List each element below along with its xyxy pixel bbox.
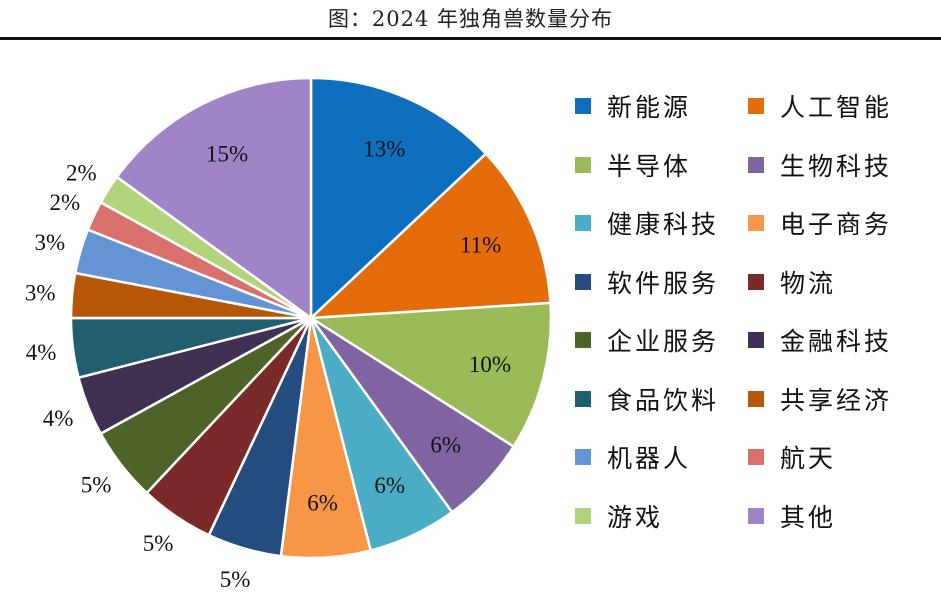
slice-label-12: 3% [34,230,65,255]
pie-slice-2 [307,301,553,449]
legend-swatch [575,98,591,114]
legend-swatch [748,507,764,524]
legend-swatch [575,449,591,465]
pie-slice-1 [307,151,552,320]
legend-label: 游戏 [607,502,664,532]
legend-item: 人工智能 [748,91,893,122]
legend-label: 生物科技 [780,151,893,181]
legend-swatch [575,273,591,290]
slice-label-13: 2% [50,190,81,215]
legend-item: 健康科技 [575,208,720,239]
legend-item: 半导体 [575,150,692,181]
pie-chart: 13% 11% 10% 6% 6% 6% 5% 5% 5% 4% 4% 3% 3% 2% 2% 15% [25,76,553,592]
legend-swatch [575,507,591,524]
title-rule [0,37,941,40]
legend-item: 软件服务 [575,267,720,298]
legend-swatch [575,156,591,173]
slice-label-10: 4% [26,340,57,365]
legend-item: 物流 [748,267,837,298]
legend-swatch [748,215,764,231]
legend-label: 其他 [780,502,837,532]
legend-swatch [748,156,764,173]
slice-label-1: 11% [460,233,501,258]
legend-label: 机器人 [607,444,692,473]
legend-item: 新能源 [575,91,692,122]
slice-label-5: 6% [307,490,338,515]
slice-label-7: 5% [143,531,174,556]
slice-label-8: 5% [81,473,112,498]
slice-label-2: 10% [469,352,511,377]
slice-label-9: 4% [43,406,74,431]
legend-swatch [748,332,764,348]
legend-swatch [748,390,764,407]
legend-label: 食品饮料 [607,385,720,415]
legend-item: 其他 [748,501,837,532]
legend-label: 半导体 [607,151,692,181]
slice-label-14: 2% [66,160,97,185]
legend-label: 新能源 [607,93,692,122]
legend-label: 电子商务 [780,210,893,239]
legend-item: 金融科技 [748,325,893,356]
legend-label: 企业服务 [607,327,720,356]
legend-item: 机器人 [575,442,692,473]
legend-item: 企业服务 [575,325,720,356]
legend-item: 电子商务 [748,208,893,239]
legend-swatch [748,273,764,290]
legend-swatch [575,390,591,407]
legend-label: 航天 [780,444,837,473]
legend-label: 金融科技 [780,327,893,356]
pie-slice-15 [115,76,313,321]
slice-label-4: 6% [374,473,405,498]
legend-label: 健康科技 [607,210,720,239]
legend-item: 共享经济 [748,384,893,415]
chart-title: 图：2024 年独角兽数量分布 [327,7,614,31]
legend-item: 游戏 [575,501,664,532]
pie-slice-0 [309,76,488,321]
legend-label: 物流 [780,268,837,298]
legend-swatch [748,98,764,114]
legend-swatch [748,449,764,465]
legend-swatch [575,215,591,231]
slice-label-3: 6% [430,433,461,458]
legend-label: 软件服务 [607,268,720,298]
legend-label: 共享经济 [780,385,893,415]
slice-label-6: 5% [220,567,251,592]
slice-label-11: 3% [25,280,56,305]
legend-item: 航天 [748,442,837,473]
legend-swatch [575,332,591,348]
slice-label-15: 15% [206,141,248,166]
slice-label-0: 13% [363,136,405,161]
legend-label: 人工智能 [780,93,893,122]
legend-item: 食品饮料 [575,384,720,415]
legend-item: 生物科技 [748,150,893,181]
